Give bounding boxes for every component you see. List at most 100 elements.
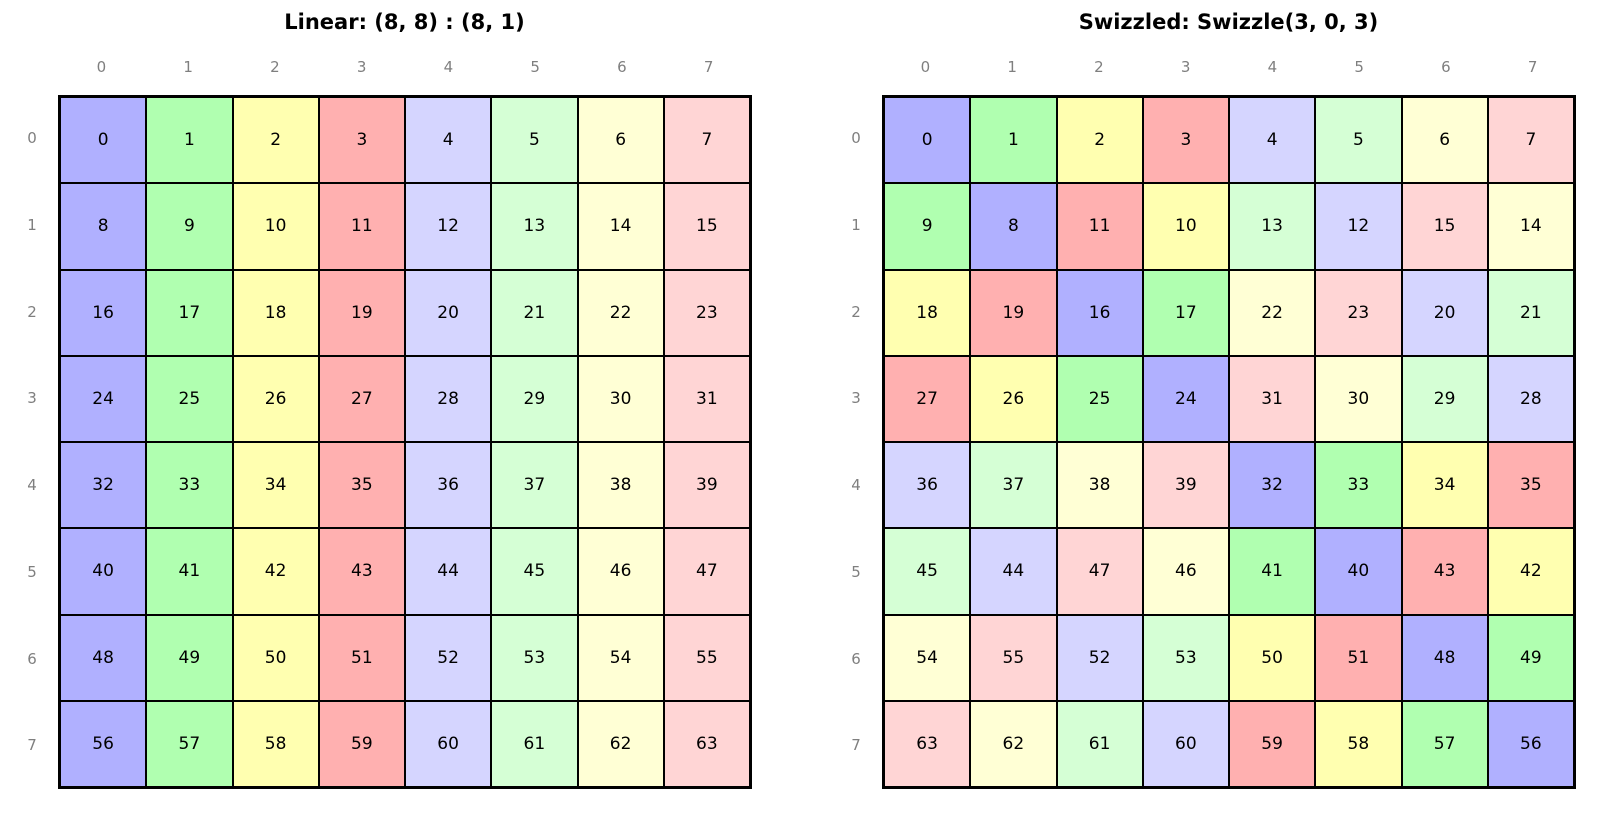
linear-grid-cell: 60 (405, 700, 492, 787)
swizzled-grid-cell: 34 (1401, 442, 1488, 529)
swizzled-grid-cell: 19 (970, 269, 1057, 356)
linear-col-label: 2 (270, 58, 280, 76)
swizzled-grid-cell: 45 (884, 528, 971, 615)
linear-grid-cell: 1 (146, 97, 233, 184)
swizzled-grid-cell: 33 (1315, 442, 1402, 529)
linear-grid-cell: 7 (663, 97, 750, 184)
linear-grid-cell: 39 (663, 442, 750, 529)
swizzled-grid-cell: 29 (1401, 355, 1488, 442)
linear-col-label: 5 (530, 58, 540, 76)
swizzled-grid-cell: 63 (884, 700, 971, 787)
swizzled-grid-cell: 12 (1315, 183, 1402, 270)
swizzled-col-label: 0 (920, 58, 931, 76)
linear-grid-cell: 30 (577, 355, 664, 442)
swizzled-grid-cell: 20 (1401, 269, 1488, 356)
linear-grid-cell: 13 (491, 183, 578, 270)
linear-grid: 0 1 2 3 4 5 6 7 8 9 10 11 12 13 14 15 16 17 18 19 20 21 22 23 24… (58, 95, 752, 789)
swizzled-grid-cell: 11 (1056, 183, 1143, 270)
swizzled-grid: 0 1 2 3 4 5 6 7 9 8 11 10 13 12 15 14 18 19 16 17 22 23 20 21 27… (882, 95, 1576, 789)
linear-grid-cell: 9 (146, 183, 233, 270)
swizzled-grid-cell: 40 (1315, 528, 1402, 615)
linear-grid-cell: 41 (146, 528, 233, 615)
linear-grid-cell: 62 (577, 700, 664, 787)
swizzled-grid-cell: 13 (1229, 183, 1316, 270)
linear-grid-cell: 19 (318, 269, 405, 356)
linear-grid-cell: 27 (318, 355, 405, 442)
linear-row-label: 0 (27, 129, 37, 147)
swizzled-row-label: 2 (851, 302, 861, 321)
swizzled-grid-cell: 62 (970, 700, 1057, 787)
linear-grid-cell: 48 (60, 614, 147, 701)
linear-grid-cell: 6 (577, 97, 664, 184)
swizzled-grid-cell: 48 (1401, 614, 1488, 701)
linear-grid-cell: 11 (318, 183, 405, 270)
swizzled-col-label: 2 (1094, 58, 1104, 76)
linear-grid-cell: 17 (146, 269, 233, 356)
swizzled-grid-cell: 21 (1487, 269, 1574, 356)
linear-grid-cell: 58 (232, 700, 319, 787)
swizzled-grid-cell: 15 (1401, 183, 1488, 270)
swizzled-grid-cell: 36 (884, 442, 971, 529)
linear-grid-cell: 20 (405, 269, 492, 356)
linear-row-label: 2 (27, 302, 37, 321)
swizzled-grid-cell: 22 (1229, 269, 1316, 356)
linear-grid-cell: 47 (663, 528, 750, 615)
swizzled-grid-cell: 31 (1229, 355, 1316, 442)
swizzled-grid-cell: 60 (1142, 700, 1229, 787)
linear-grid-cell: 34 (232, 442, 319, 529)
linear-grid-cell: 22 (577, 269, 664, 356)
linear-grid-cell: 8 (60, 183, 147, 270)
swizzled-grid-cell: 61 (1056, 700, 1143, 787)
linear-panel-title: Linear: (8, 8) : (8, 1) (284, 10, 525, 34)
swizzled-panel-title: Swizzled: Swizzle(3, 0, 3) (1078, 10, 1379, 34)
linear-col-label: 7 (703, 58, 714, 76)
swizzled-col-label: 5 (1354, 58, 1364, 76)
linear-grid-cell: 15 (663, 183, 750, 270)
swizzled-grid-cell: 43 (1401, 528, 1488, 615)
swizzled-grid-cell: 53 (1142, 614, 1229, 701)
swizzled-grid-cell: 9 (884, 183, 971, 270)
swizzled-grid-cell: 50 (1229, 614, 1316, 701)
linear-row-label: 6 (27, 649, 37, 668)
swizzled-grid-cell: 24 (1142, 355, 1229, 442)
swizzled-row-label: 1 (851, 215, 861, 234)
linear-grid-cell: 33 (146, 442, 233, 529)
linear-grid-cell: 32 (60, 442, 147, 529)
linear-grid-cell: 36 (405, 442, 492, 529)
swizzled-grid-cell: 58 (1315, 700, 1402, 787)
swizzled-grid-cell: 7 (1487, 97, 1574, 184)
linear-grid-cell: 3 (318, 97, 405, 184)
linear-grid-cell: 5 (491, 97, 578, 184)
linear-grid-cell: 10 (232, 183, 319, 270)
linear-grid-cell: 26 (232, 355, 319, 442)
swizzled-grid-cell: 41 (1229, 528, 1316, 615)
swizzled-grid-cell: 30 (1315, 355, 1402, 442)
linear-col-label: 4 (443, 58, 454, 76)
swizzled-grid-cell: 10 (1142, 183, 1229, 270)
linear-grid-cell: 49 (146, 614, 233, 701)
swizzled-col-label: 1 (1007, 58, 1017, 76)
linear-column-labels: 0 1 2 3 4 5 6 7 (58, 58, 752, 78)
swizzled-grid-cell: 1 (970, 97, 1057, 184)
linear-grid-cell: 12 (405, 183, 492, 270)
swizzled-row-label: 3 (851, 389, 861, 408)
linear-grid-cell: 25 (146, 355, 233, 442)
swizzled-grid-cell: 25 (1056, 355, 1143, 442)
linear-col-label: 6 (617, 58, 627, 76)
linear-col-label: 1 (183, 58, 193, 76)
linear-grid-cell: 21 (491, 269, 578, 356)
linear-row-label: 7 (27, 736, 37, 755)
swizzled-grid-cell: 49 (1487, 614, 1574, 701)
swizzled-grid-cell: 18 (884, 269, 971, 356)
linear-col-label: 3 (356, 58, 367, 76)
linear-grid-cell: 40 (60, 528, 147, 615)
swizzled-grid-cell: 38 (1056, 442, 1143, 529)
swizzled-row-label: 0 (851, 129, 861, 147)
swizzled-grid-cell: 56 (1487, 700, 1574, 787)
linear-row-labels: 0 1 2 3 4 5 6 7 (20, 95, 44, 789)
linear-grid-cell: 56 (60, 700, 147, 787)
swizzled-grid-cell: 28 (1487, 355, 1574, 442)
linear-grid-cell: 4 (405, 97, 492, 184)
